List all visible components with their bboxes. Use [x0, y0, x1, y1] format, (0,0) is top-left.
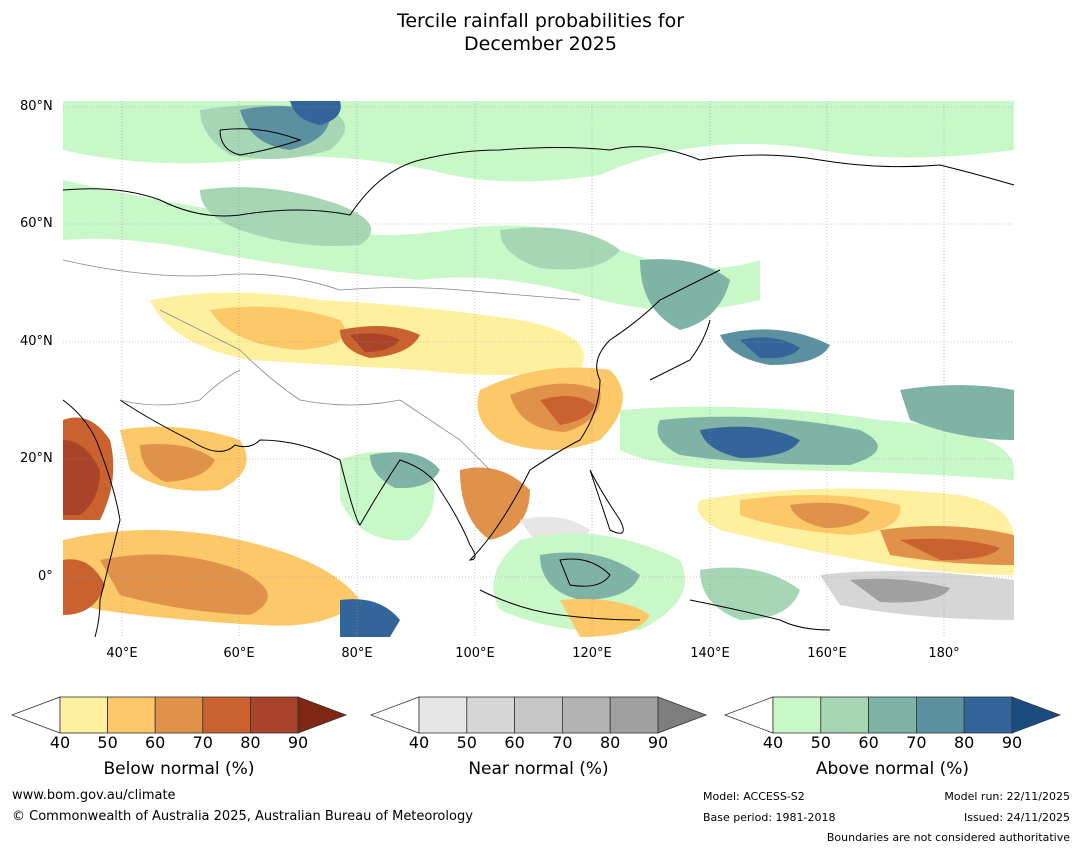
below-tick: 60	[145, 733, 166, 752]
footer-issued: Issued: 24/11/2025	[963, 811, 1070, 824]
lat-label-40n: 40°N	[20, 334, 53, 349]
lon-label-100e: 100°E	[455, 646, 495, 661]
above-tick: 40	[762, 733, 784, 752]
coastlines	[62, 128, 1015, 638]
map-title-line1: Tercile rainfall probabilities for	[396, 10, 685, 32]
above-tick: 50	[810, 733, 831, 752]
footer-model: Model: ACCESS-S2	[703, 790, 805, 803]
below-tick: 90	[287, 733, 309, 752]
below-tick: 40	[49, 733, 71, 752]
lon-label-40e: 40°E	[106, 646, 138, 661]
legend-near-title: Near normal (%)	[468, 759, 609, 779]
near-tick: 70	[552, 733, 573, 752]
lon-label-60e: 60°E	[223, 646, 255, 661]
lon-label-120e: 120°E	[572, 646, 612, 661]
near-tick: 50	[456, 733, 477, 752]
country-borders	[62, 259, 581, 471]
above-tick: 90	[1001, 733, 1023, 752]
graticule	[63, 101, 1014, 637]
map-title-line2: December 2025	[464, 33, 617, 55]
near-tick: 80	[600, 733, 621, 752]
below-tick: 80	[240, 733, 261, 752]
legend-above-title: Above normal (%)	[815, 759, 970, 779]
near-tick: 60	[504, 733, 525, 752]
above-tick: 70	[906, 733, 927, 752]
lon-label-80e: 80°E	[341, 646, 373, 661]
lat-label-80n: 80°N	[20, 99, 53, 114]
above-tick: 80	[954, 733, 975, 752]
below-tick: 70	[192, 733, 213, 752]
lat-label-60n: 60°N	[20, 216, 53, 231]
lat-label-equator: 0°	[38, 569, 53, 584]
colorbar-above-normal	[723, 696, 1062, 734]
footer-model-run: Model run: 22/11/2025	[944, 790, 1070, 803]
probability-field	[63, 101, 1014, 637]
footer-base-period: Base period: 1981-2018	[703, 811, 836, 824]
near-tick: 40	[408, 733, 430, 752]
footer-copyright: © Commonwealth of Australia 2025, Austra…	[12, 809, 473, 824]
colorbar-near-normal	[369, 696, 708, 734]
lon-label-140e: 140°E	[690, 646, 730, 661]
below-tick: 50	[97, 733, 118, 752]
above-tick: 60	[858, 733, 879, 752]
legend-below-title: Below normal (%)	[103, 759, 255, 779]
lat-label-20n: 20°N	[20, 451, 53, 466]
colorbar-below-normal	[10, 696, 348, 734]
near-tick: 90	[647, 733, 669, 752]
lon-label-160e: 160°E	[807, 646, 847, 661]
lon-label-180: 180°	[928, 646, 960, 661]
footer-website: www.bom.gov.au/climate	[12, 788, 176, 803]
footer-disclaimer: Boundaries are not considered authoritat…	[826, 831, 1070, 844]
